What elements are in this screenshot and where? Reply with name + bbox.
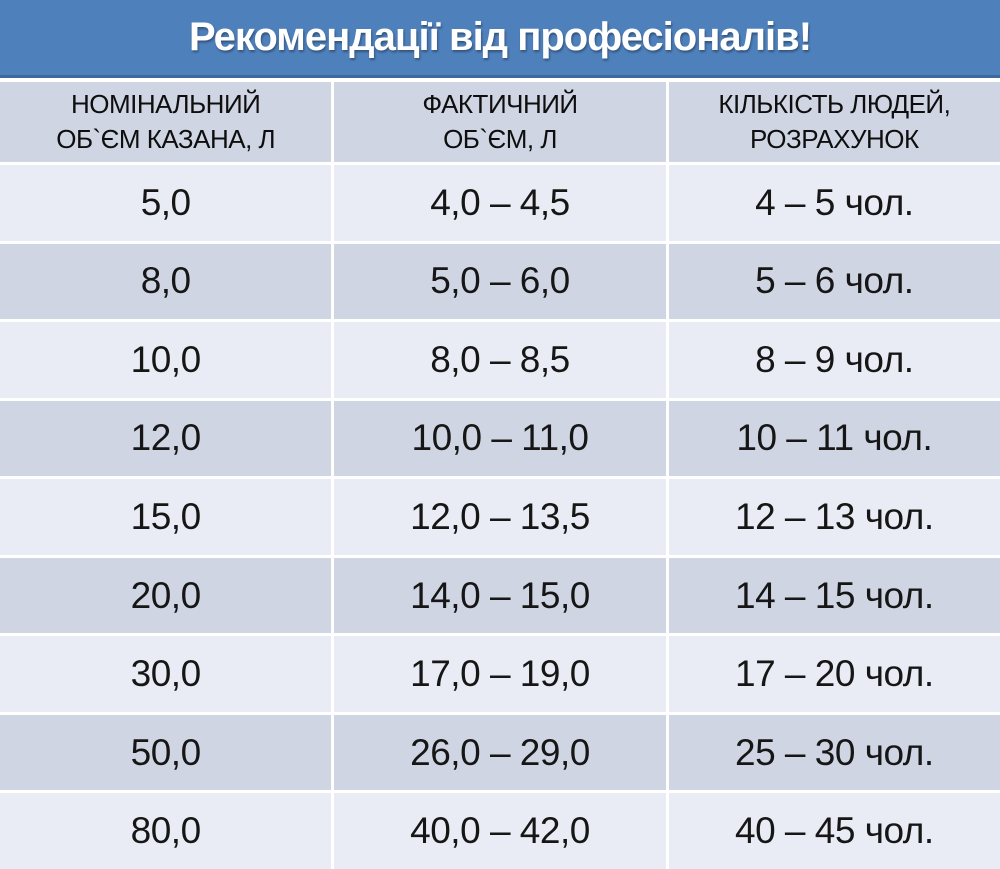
- cell-people-count: 17 – 20 чол.: [668, 636, 1000, 712]
- column-header-line: ОБ`ЄМ, Л: [443, 124, 557, 154]
- cell-people-count: 12 – 13 чол.: [668, 479, 1000, 555]
- cell-actual-volume: 26,0 – 29,0: [334, 714, 666, 791]
- cell-nominal-volume: 15,0: [0, 479, 332, 555]
- cell-nominal-volume: 30,0: [0, 636, 332, 712]
- cell-nominal-volume: 50,0: [0, 714, 332, 791]
- cell-actual-volume: 17,0 – 19,0: [334, 636, 666, 712]
- cell-people-count: 14 – 15 чол.: [668, 557, 1000, 634]
- cell-people-count: 8 – 9 чол.: [668, 322, 1000, 398]
- column-header-line: НОМІНАЛЬНИЙ: [70, 88, 261, 119]
- cell-actual-volume: 8,0 – 8,5: [334, 322, 666, 398]
- cell-actual-volume: 10,0 – 11,0: [334, 400, 666, 477]
- cell-actual-volume: 4,0 – 4,5: [334, 165, 666, 241]
- column-header-line: ФАКТИЧНИЙ: [422, 88, 578, 119]
- cell-nominal-volume: 80,0: [0, 793, 332, 869]
- cell-actual-volume: 5,0 – 6,0: [334, 243, 666, 320]
- recommendations-table: НОМІНАЛЬНИЙ ОБ`ЄМ КАЗАНА, Л ФАКТИЧНИЙ ОБ…: [0, 82, 1000, 869]
- cell-nominal-volume: 10,0: [0, 322, 332, 398]
- cell-actual-volume: 40,0 – 42,0: [334, 793, 666, 869]
- column-header-actual-volume: ФАКТИЧНИЙ ОБ`ЄМ, Л: [334, 82, 666, 162]
- cell-people-count: 5 – 6 чол.: [668, 243, 1000, 320]
- column-header-nominal-volume: НОМІНАЛЬНИЙ ОБ`ЄМ КАЗАНА, Л: [0, 82, 332, 162]
- cell-actual-volume: 12,0 – 13,5: [334, 479, 666, 555]
- cell-people-count: 4 – 5 чол.: [668, 165, 1000, 241]
- cell-people-count: 40 – 45 чол.: [668, 793, 1000, 869]
- page-title: Рекомендації від професіоналів!: [188, 15, 812, 59]
- cell-nominal-volume: 5,0: [0, 165, 332, 241]
- banner-separator: [0, 78, 1000, 82]
- column-header-line: КІЛЬКІСТЬ ЛЮДЕЙ,: [718, 88, 951, 119]
- cell-people-count: 25 – 30 чол.: [668, 714, 1000, 791]
- title-banner: Рекомендації від професіоналів!: [0, 0, 1000, 78]
- column-header-line: ОБ`ЄМ КАЗАНА, Л: [56, 124, 276, 154]
- cell-nominal-volume: 8,0: [0, 243, 332, 320]
- column-header-line: РОЗРАХУНОК: [750, 124, 919, 154]
- cell-nominal-volume: 20,0: [0, 557, 332, 634]
- cell-nominal-volume: 12,0: [0, 400, 332, 477]
- column-header-people-count: КІЛЬКІСТЬ ЛЮДЕЙ, РОЗРАХУНОК: [668, 82, 1000, 162]
- cell-people-count: 10 – 11 чол.: [668, 400, 1000, 477]
- cell-actual-volume: 14,0 – 15,0: [334, 557, 666, 634]
